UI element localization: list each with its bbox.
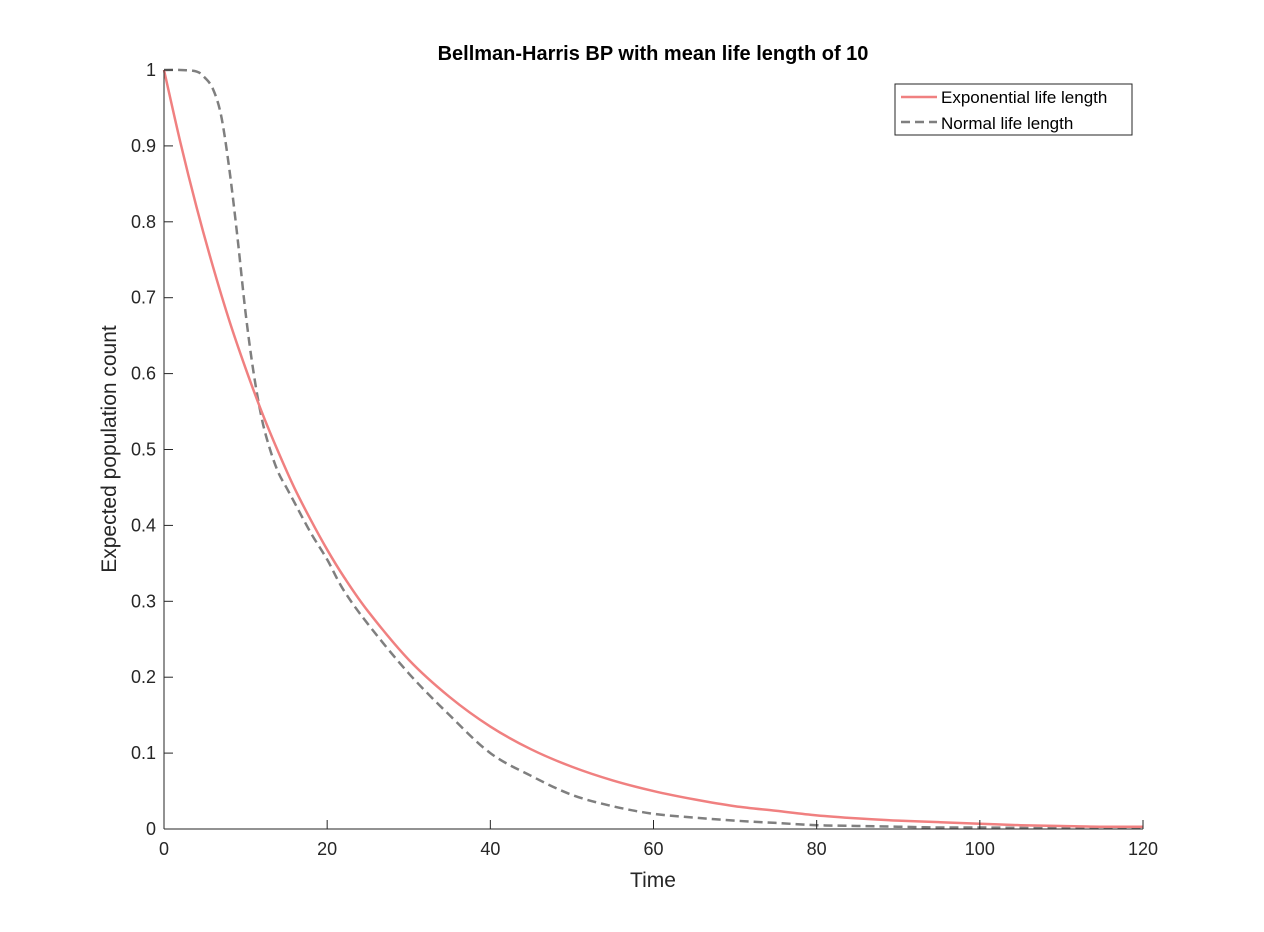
y-tick-label: 0.2 — [131, 667, 156, 687]
x-tick-label: 0 — [159, 839, 169, 859]
y-tick-label: 0.3 — [131, 591, 156, 611]
y-tick-label: 0.1 — [131, 743, 156, 763]
legend: Exponential life length Normal life leng… — [894, 83, 1133, 136]
y-tick-label: 0.9 — [131, 136, 156, 156]
y-tick-label: 0.4 — [131, 515, 156, 535]
y-ticks: 0 0.1 0.2 0.3 0.4 0.5 0.6 0.7 0.8 0.9 1 — [131, 60, 173, 839]
series-line-exponential — [162, 69, 1144, 829]
x-ticks: 0 20 40 60 80 100 120 — [159, 820, 1158, 859]
x-tick-label: 100 — [965, 839, 995, 859]
y-axis-label: Expected population count — [98, 325, 121, 573]
series-line-normal — [163, 68, 1144, 830]
y-tick-label: 0.6 — [131, 364, 156, 384]
x-axis-label: Time — [630, 869, 676, 892]
x-tick-label: 40 — [480, 839, 500, 859]
y-tick-label: 0.8 — [131, 212, 156, 232]
y-tick-label: 1 — [146, 60, 156, 80]
x-tick-label: 120 — [1128, 839, 1158, 859]
plot-area — [164, 70, 1143, 829]
legend-label-normal: Normal life length — [941, 114, 1073, 133]
y-tick-label: 0 — [146, 819, 156, 839]
legend-label-exponential: Exponential life length — [941, 88, 1107, 107]
chart-title: Bellman-Harris BP with mean life length … — [438, 43, 869, 65]
x-tick-label: 20 — [317, 839, 337, 859]
x-tick-label: 60 — [643, 839, 663, 859]
y-tick-label: 0.5 — [131, 440, 156, 460]
series-layer — [162, 68, 1144, 830]
legend-box — [894, 83, 1133, 136]
y-tick-label: 0.7 — [131, 288, 156, 308]
x-tick-label: 80 — [807, 839, 827, 859]
